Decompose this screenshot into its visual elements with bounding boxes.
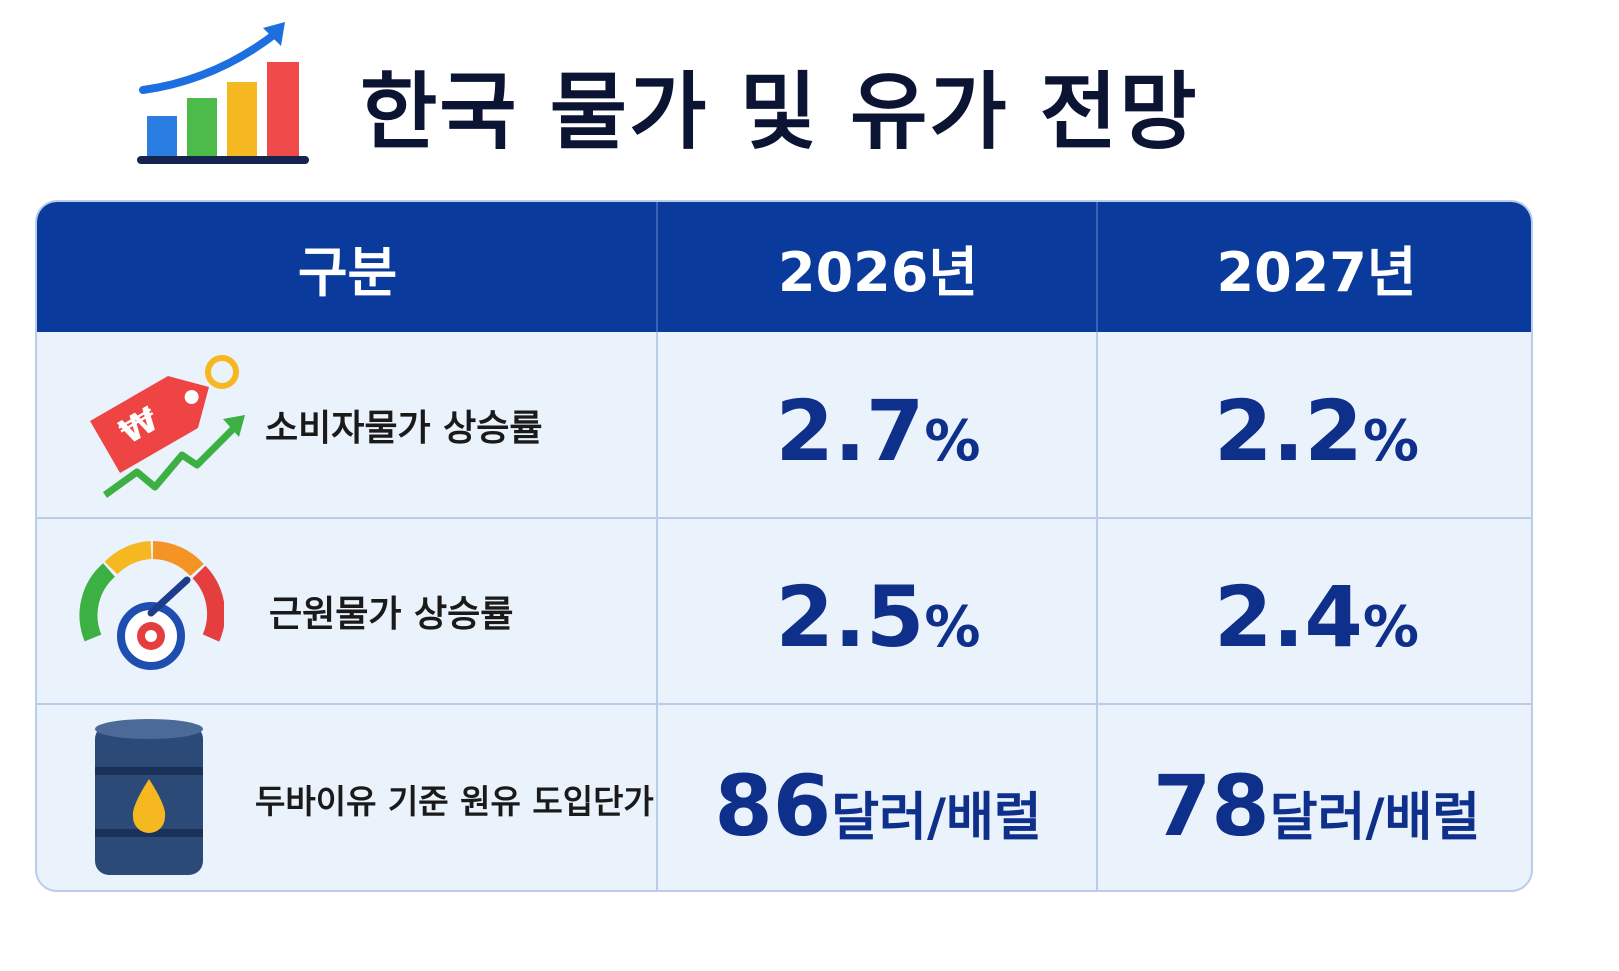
table: 구분 2026년 2027년 ₩ 소비자물가 상승률 2.7% 2.2% 근원물…: [35, 200, 1533, 892]
unit: %: [924, 595, 981, 660]
divider: [1096, 202, 1098, 332]
price-tag-icon: ₩: [90, 355, 245, 498]
value-cell: 2.2%: [1098, 382, 1531, 480]
unit: %: [1362, 595, 1419, 660]
value: 2.4: [1214, 568, 1363, 666]
value: 86: [714, 757, 832, 855]
value-cell: 2.7%: [658, 382, 1098, 480]
value: 2.2: [1214, 382, 1363, 480]
divider: [1096, 332, 1098, 890]
value: 2.7: [775, 382, 925, 480]
divider: [37, 703, 1531, 705]
oil-barrel-icon: [95, 719, 203, 875]
row-label: 두바이유 기준 원유 도입단가: [255, 782, 654, 821]
row-label: 소비자물가 상승률: [265, 407, 543, 449]
header-cell: 2026년: [658, 202, 1098, 332]
divider: [37, 517, 1531, 519]
value: 78: [1152, 757, 1270, 855]
value-cell: 78 달러/배럴: [1098, 757, 1531, 855]
header-cell: 2027년: [1098, 202, 1531, 332]
gauge-icon: [79, 541, 224, 670]
divider: [656, 202, 658, 332]
header-cell: 구분: [37, 202, 658, 332]
value-cell: 2.5%: [658, 568, 1098, 666]
value-cell: 86 달러/배럴: [658, 757, 1098, 855]
divider: [656, 332, 658, 890]
value: 2.5: [775, 568, 925, 666]
unit: %: [924, 409, 981, 474]
title: 한국 물가 및 유가 전망: [360, 63, 1199, 161]
row-label: 근원물가 상승률: [269, 593, 514, 635]
unit: %: [1362, 409, 1419, 474]
unit: 달러/배럴: [831, 788, 1042, 848]
title-icon: [137, 22, 309, 164]
unit: 달러/배럴: [1269, 788, 1481, 848]
value-cell: 2.4%: [1098, 568, 1531, 666]
